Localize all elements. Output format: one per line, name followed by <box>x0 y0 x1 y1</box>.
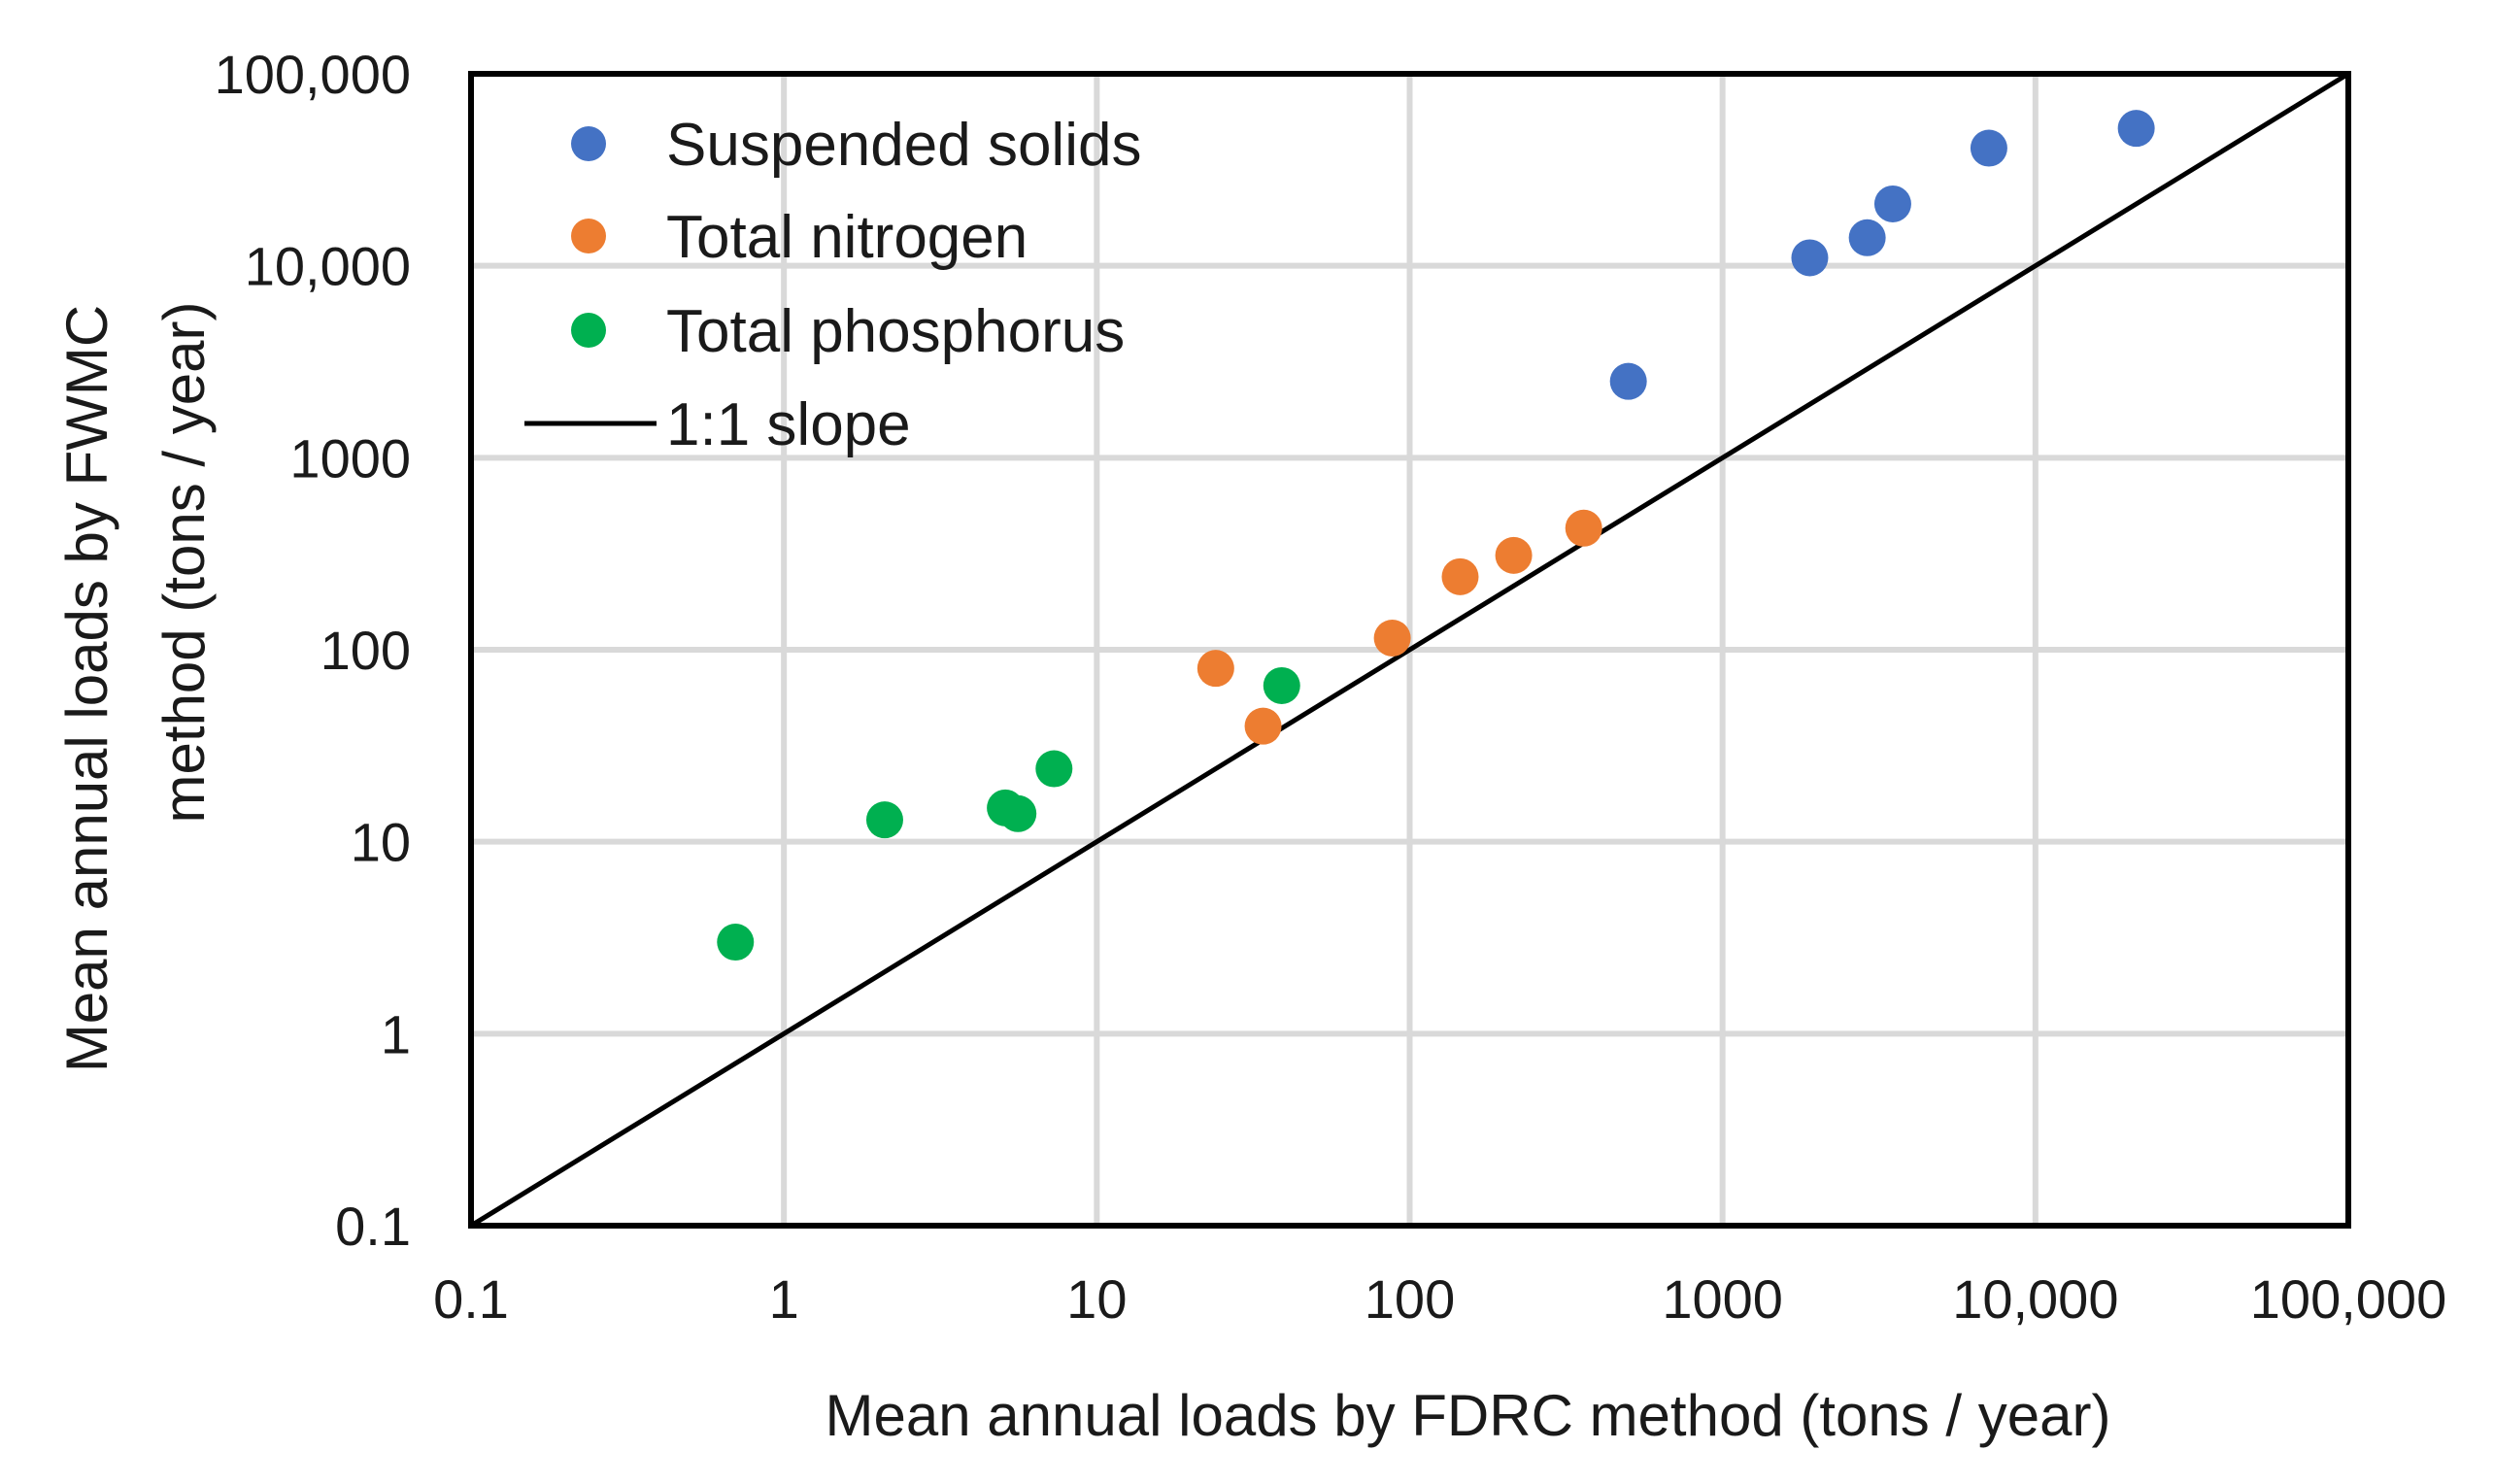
legend-label-one-to-one-slope: 1:1 slope <box>666 391 911 458</box>
data-point-total-phosphorus <box>1263 666 1300 704</box>
y-tick-label: 10 <box>351 812 411 873</box>
reference-line-layer <box>469 71 2350 1229</box>
data-point-suspended-solids <box>1848 219 1886 256</box>
data-point-suspended-solids <box>2117 110 2155 148</box>
x-tick-label: 1000 <box>1662 1268 1783 1330</box>
data-point-suspended-solids <box>1609 362 1647 400</box>
data-point-suspended-solids <box>1970 129 2007 167</box>
plot-area-border <box>468 71 2351 1229</box>
data-point-suspended-solids <box>1791 239 1829 277</box>
x-tick-label: 100 <box>1365 1268 1455 1330</box>
legend-marker-suspended-solids <box>571 126 606 161</box>
y-axis-title-line-1: Mean annual loads by FWMC <box>54 305 119 1072</box>
data-point-total-nitrogen <box>1495 536 1533 574</box>
y-tick-label: 100,000 <box>215 44 411 105</box>
data-point-total-phosphorus <box>999 794 1037 832</box>
legend: Suspended solids Total nitrogen Total ph… <box>524 112 1141 458</box>
legend-marker-total-nitrogen <box>571 219 606 253</box>
x-tick-label: 1 <box>769 1268 799 1330</box>
x-tick-label: 10 <box>1066 1268 1127 1330</box>
one-to-one-slope-line <box>469 71 2350 1229</box>
y-tick-label: 0.1 <box>335 1196 411 1257</box>
y-axis-title-line-2: method (tons / year) <box>152 302 217 824</box>
x-axis-ticks: 0.1 1 10 100 1000 10,000 100,000 <box>433 1268 2446 1330</box>
data-point-total-nitrogen <box>1196 650 1234 688</box>
y-axis-ticks: 0.1 1 10 100 1000 10,000 100,000 <box>215 44 411 1257</box>
x-axis-title: Mean annual loads by FDRC method (tons /… <box>826 1383 2111 1448</box>
data-point-total-phosphorus <box>1035 750 1073 788</box>
legend-label-total-nitrogen: Total nitrogen <box>666 204 1028 271</box>
x-tick-label: 10,000 <box>1952 1268 2118 1330</box>
data-point-suspended-solids <box>1873 185 1911 222</box>
x-tick-label: 0.1 <box>433 1268 509 1330</box>
y-tick-label: 10,000 <box>245 236 411 297</box>
data-point-total-nitrogen <box>1441 557 1479 595</box>
y-tick-label: 100 <box>320 620 411 681</box>
data-point-total-nitrogen <box>1565 509 1602 547</box>
legend-label-total-phosphorus: Total phosphorus <box>666 298 1125 365</box>
legend-label-suspended-solids: Suspended solids <box>666 112 1141 179</box>
data-point-total-phosphorus <box>865 801 903 839</box>
y-tick-label: 1 <box>381 1003 411 1064</box>
x-tick-label: 100,000 <box>2250 1268 2446 1330</box>
legend-marker-total-phosphorus <box>571 313 606 348</box>
data-point-total-nitrogen <box>1244 707 1282 745</box>
y-tick-label: 1000 <box>289 427 411 489</box>
data-point-total-phosphorus <box>717 924 755 961</box>
data-points <box>717 110 2155 961</box>
data-point-total-nitrogen <box>1373 620 1411 658</box>
